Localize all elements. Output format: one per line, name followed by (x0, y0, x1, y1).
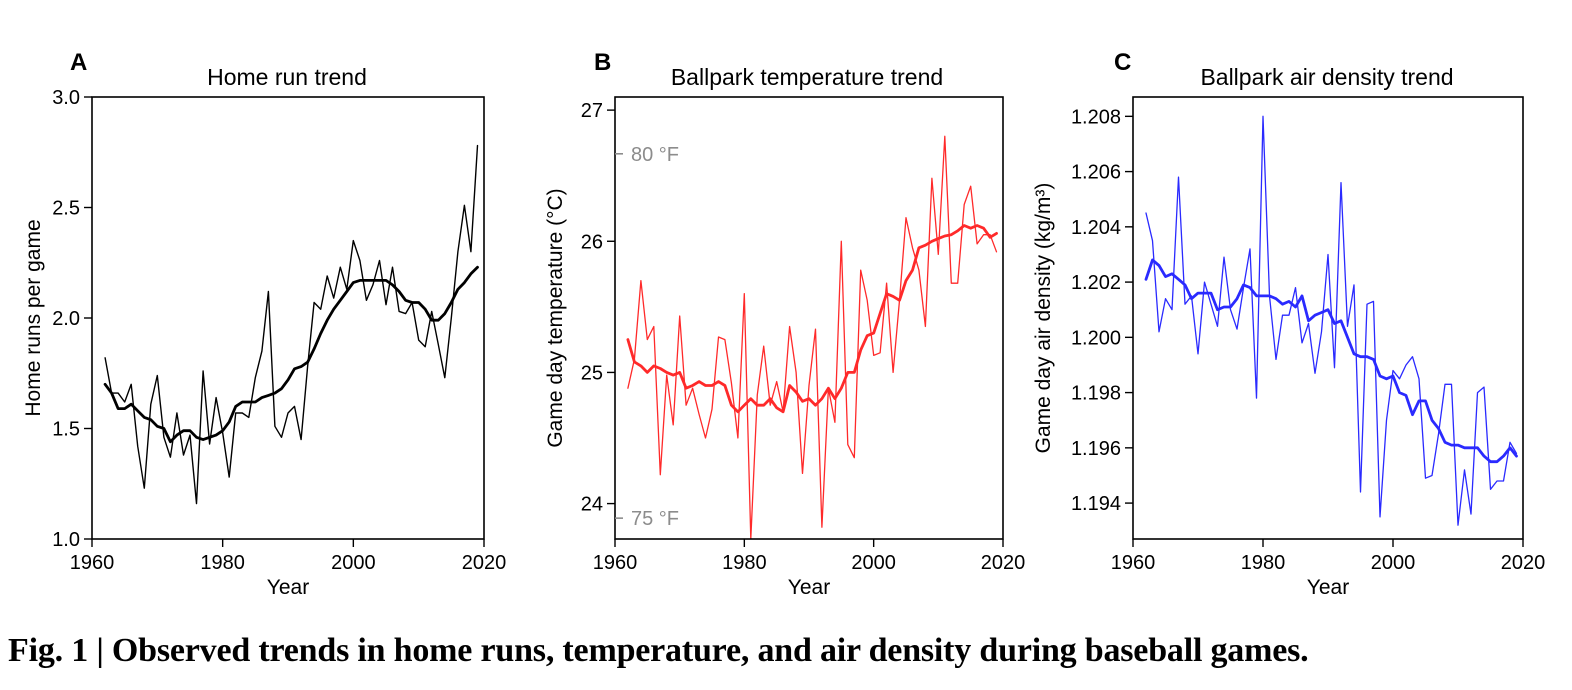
y-axis-label: Home runs per game (22, 219, 45, 416)
series-line-annual (1145, 115, 1518, 526)
y-tick-label: 1.194 (1071, 493, 1121, 515)
y-tick-label: 2.0 (52, 308, 80, 330)
y-tick-label: 1.206 (1071, 162, 1121, 184)
y-tick-label: 24 (581, 494, 603, 516)
reference-tick-label: 75 °F (631, 508, 679, 530)
y-tick-label: 1.204 (1071, 217, 1121, 239)
y-tick-label: 1.5 (52, 419, 80, 441)
reference-tick-label: 80 °F (631, 144, 679, 166)
x-tick-label: 1980 (722, 552, 767, 574)
y-tick-label: 1.200 (1071, 327, 1121, 349)
y-tick-label: 1.198 (1071, 383, 1121, 405)
series-group (1144, 115, 1518, 526)
x-tick-label: 1960 (70, 552, 115, 574)
y-tick-label: 2.5 (52, 198, 80, 220)
y-axis-label: Game day air density (kg/m³) (1032, 183, 1055, 454)
y-tick-label: 3.0 (52, 87, 80, 109)
y-tick-label: 25 (581, 362, 603, 384)
panel-b: B Ballpark temperature trend 1960 1980 2000 2… (544, 49, 1025, 599)
chart-title: Home run trend (207, 64, 367, 90)
y-axis-label: Game day temperature (°C) (544, 188, 567, 447)
series-line-smoothed (103, 265, 479, 444)
chart-title: Ballpark air density trend (1200, 64, 1453, 90)
y-tick-label: 1.202 (1071, 272, 1121, 294)
y-tick-label: 1.196 (1071, 438, 1121, 460)
figure-caption: Fig. 1 | Observed trends in home runs, t… (8, 632, 1309, 669)
plot-frame (1132, 96, 1524, 540)
x-tick-label: 1980 (200, 552, 245, 574)
panel-c: C Ballpark air density trend 1960 1980 2000 2… (1032, 49, 1545, 599)
x-axis-label: Year (1307, 576, 1349, 599)
series-line-annual (104, 144, 479, 505)
y-tick-label: 27 (581, 100, 603, 122)
panel-letter: A (70, 49, 87, 76)
y-tick-label: 1.208 (1071, 106, 1121, 128)
series-group (103, 144, 479, 505)
x-tick-label: 2020 (462, 552, 507, 574)
plot-frame (91, 96, 485, 540)
x-tick-label: 2000 (1371, 552, 1416, 574)
x-tick-label: 2020 (1501, 552, 1546, 574)
x-tick-label: 1960 (1111, 552, 1156, 574)
series-line-smoothed (626, 224, 998, 414)
y-tick-label: 1.0 (52, 529, 80, 551)
x-tick-label: 2000 (331, 552, 376, 574)
panel-letter: C (1114, 49, 1131, 76)
plot-frame (614, 96, 1004, 540)
series-line-smoothed (1144, 258, 1518, 464)
y-tick-label: 26 (581, 231, 603, 253)
x-tick-label: 1980 (1241, 552, 1286, 574)
x-tick-label: 2020 (981, 552, 1026, 574)
chart-title: Ballpark temperature trend (671, 64, 943, 90)
series-line-annual (627, 135, 998, 539)
x-axis-label: Year (267, 576, 309, 599)
x-tick-label: 2000 (851, 552, 896, 574)
panel-a: A Home run trend 1960 1980 2000 2020 Year 1.0 1.… (22, 49, 506, 599)
x-axis-label: Year (788, 576, 830, 599)
x-tick-label: 1960 (593, 552, 638, 574)
panel-letter: B (594, 49, 611, 76)
series-group (626, 135, 998, 539)
